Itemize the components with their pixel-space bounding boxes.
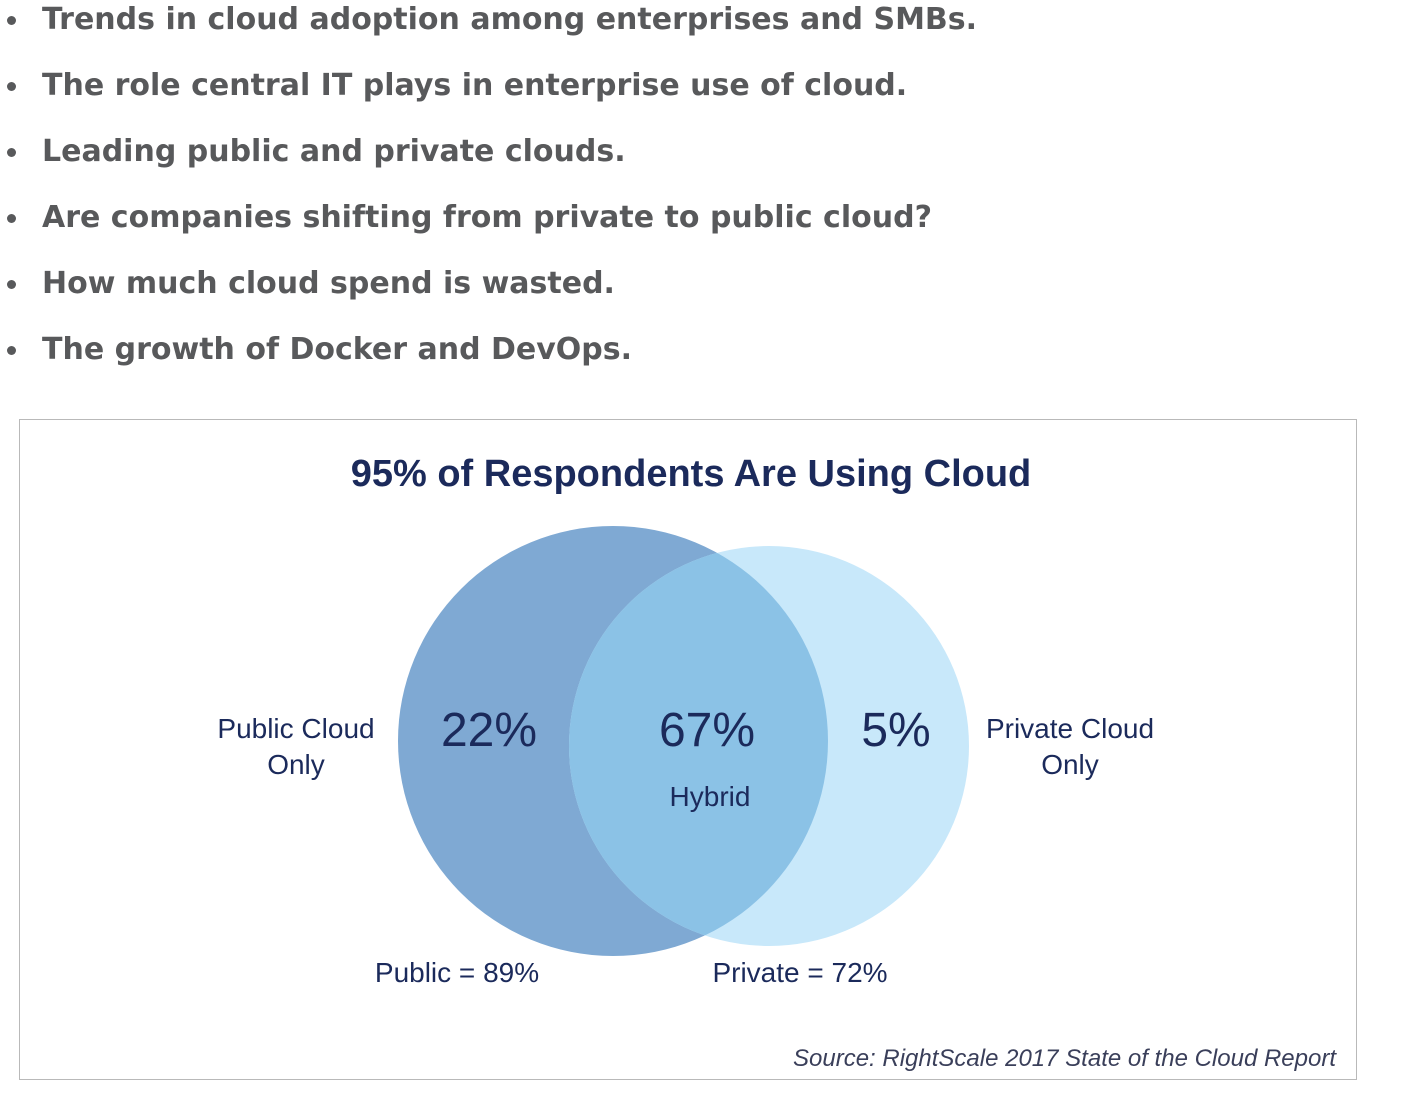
private-total-label: Private = 72%	[712, 957, 887, 988]
private-only-label-line1: Private Cloud	[986, 713, 1154, 744]
public-total-label: Public = 89%	[375, 957, 539, 988]
private-only-value: 5%	[861, 704, 930, 757]
bullet-text: How much cloud spend is wasted.	[42, 266, 615, 301]
private-only-label-line2: Only	[1041, 749, 1099, 780]
public-only-value: 22%	[441, 704, 537, 757]
hybrid-label: Hybrid	[670, 781, 751, 812]
bullet-dot-icon	[7, 82, 16, 91]
venn-diagram: 95% of Respondents Are Using Cloud Publi…	[217, 453, 1337, 1072]
bullet-dot-icon	[7, 214, 16, 223]
bullet-text: Are companies shifting from private to p…	[42, 200, 932, 235]
hybrid-overlap	[569, 546, 828, 946]
figure-title: 95% of Respondents Are Using Cloud	[351, 453, 1032, 495]
bullet-text: The role central IT plays in enterprise …	[42, 68, 908, 103]
bullet-dot-icon	[7, 346, 16, 355]
bullet-text: Leading public and private clouds.	[42, 134, 626, 169]
hybrid-value: 67%	[659, 704, 755, 757]
bullet-text: The growth of Docker and DevOps.	[42, 332, 633, 367]
public-only-label-line1: Public Cloud	[217, 713, 374, 744]
bullet-dot-icon	[7, 16, 16, 25]
venn-figure: 95% of Respondents Are Using Cloud Publi…	[19, 419, 1357, 1080]
bullet-text: Trends in cloud adoption among enterpris…	[42, 2, 978, 37]
bullet-dot-icon	[7, 280, 16, 289]
public-only-label-line2: Only	[267, 749, 325, 780]
source-note: Source: RightScale 2017 State of the Clo…	[793, 1045, 1337, 1072]
bullet-dot-icon	[7, 148, 16, 157]
